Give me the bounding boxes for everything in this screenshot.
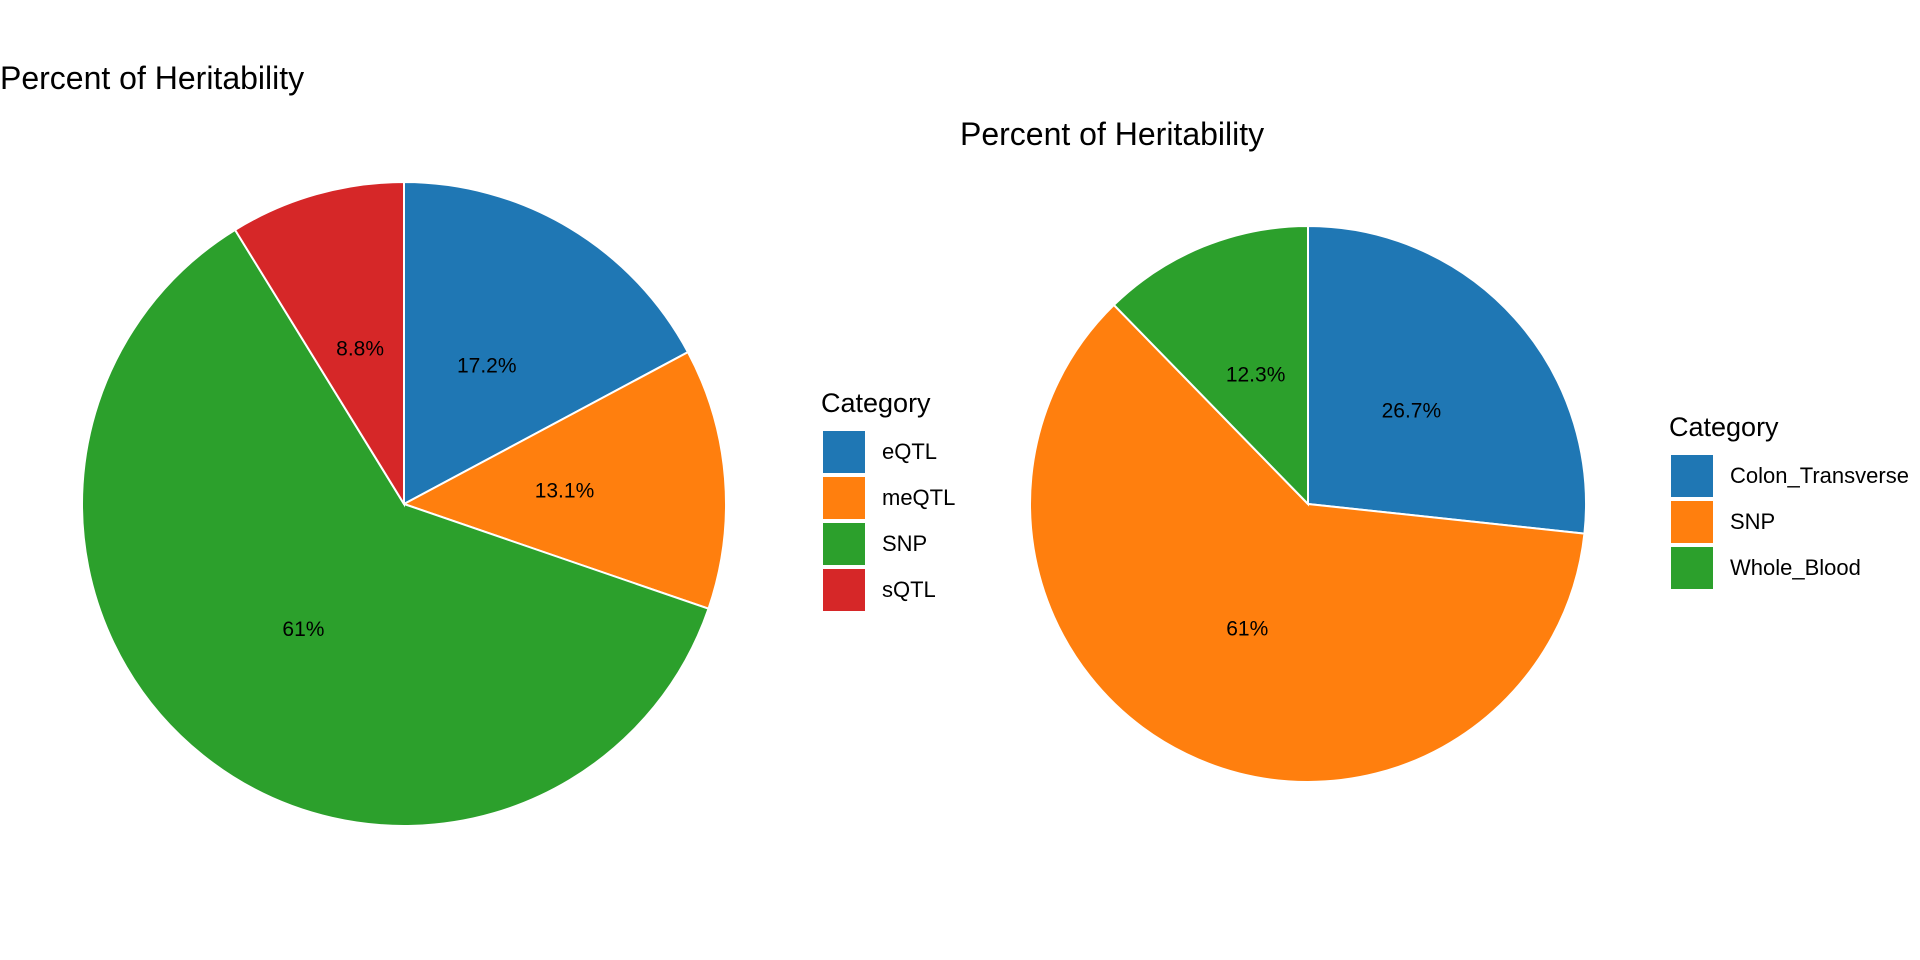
legend-item: sQTL bbox=[821, 567, 955, 613]
pie-chart: 17.2% 13.1% 61% 8.8% bbox=[81, 180, 727, 827]
slice-label: 61% bbox=[282, 618, 324, 641]
slice-label: 26.7% bbox=[1382, 400, 1442, 423]
pie-slice-meqtl bbox=[401, 350, 727, 610]
pie-slices bbox=[81, 180, 727, 827]
pie-slice-whole-blood bbox=[1112, 224, 1309, 507]
slice-label: 17.2% bbox=[457, 354, 517, 377]
legend-items: eQTL meQTL SNP sQTL bbox=[821, 429, 955, 613]
pie-chart-panel-1: Percent of Heritability 17.2% 13.1% 61% 8.8… bbox=[0, 60, 955, 827]
pie-slice-colon-transverse bbox=[1307, 224, 1587, 535]
chart-title: Percent of Heritability bbox=[960, 116, 1265, 152]
legend-item: Whole_Blood bbox=[1669, 545, 1909, 591]
chart-title: Percent of Heritability bbox=[0, 60, 305, 96]
pie-chart: 26.7% 61% 12.3% bbox=[1029, 224, 1587, 783]
legend-label: sQTL bbox=[882, 577, 936, 602]
legend-key-swatch bbox=[823, 431, 865, 473]
legend-label: SNP bbox=[1730, 509, 1776, 534]
legend-key-swatch bbox=[1671, 455, 1713, 497]
legend-key-swatch bbox=[823, 569, 865, 611]
legend-key-swatch bbox=[1671, 547, 1713, 589]
pie-slices bbox=[1029, 224, 1587, 783]
legend-key-swatch bbox=[823, 477, 865, 519]
pie-chart-panel-2: Percent of Heritability 26.7% 61% 12.3% Ca… bbox=[960, 0, 1920, 960]
slice-label: 12.3% bbox=[1226, 364, 1286, 387]
legend-label: SNP bbox=[882, 531, 928, 556]
pie-slice-labels: 17.2% 13.1% 61% 8.8% bbox=[282, 338, 594, 642]
legend-label: Whole_Blood bbox=[1730, 555, 1861, 580]
legend-items: Colon_Transverse SNP Whole_Blood bbox=[1669, 453, 1909, 591]
pie-slice-eqtl bbox=[403, 180, 690, 506]
legend-label: eQTL bbox=[882, 439, 938, 464]
slice-label: 61% bbox=[1226, 618, 1268, 641]
slice-label: 8.8% bbox=[336, 338, 384, 361]
legend-title: Category bbox=[1669, 412, 1779, 442]
legend-title: Category bbox=[821, 388, 931, 418]
legend-key-swatch bbox=[823, 523, 865, 565]
legend-item: eQTL bbox=[821, 429, 955, 475]
pie-slice-labels: 26.7% 61% 12.3% bbox=[1226, 364, 1441, 641]
legend-item: Colon_Transverse bbox=[1669, 453, 1909, 499]
legend: Category Colon_Transverse SNP Whole_Blood bbox=[1669, 412, 1909, 591]
legend-key-swatch bbox=[1671, 501, 1713, 543]
legend-item: SNP bbox=[1669, 499, 1909, 545]
pie-slice-snp bbox=[81, 228, 710, 827]
pie-slice-sqtl bbox=[233, 180, 405, 508]
legend: Category eQTL meQTL SNP sQTL bbox=[821, 388, 955, 613]
legend-label: Colon_Transverse bbox=[1730, 463, 1909, 488]
slice-label: 13.1% bbox=[535, 480, 595, 503]
legend-item: meQTL bbox=[821, 475, 955, 521]
legend-label: meQTL bbox=[882, 485, 956, 510]
pie-slice-snp bbox=[1029, 303, 1586, 783]
legend-item: SNP bbox=[821, 521, 955, 567]
